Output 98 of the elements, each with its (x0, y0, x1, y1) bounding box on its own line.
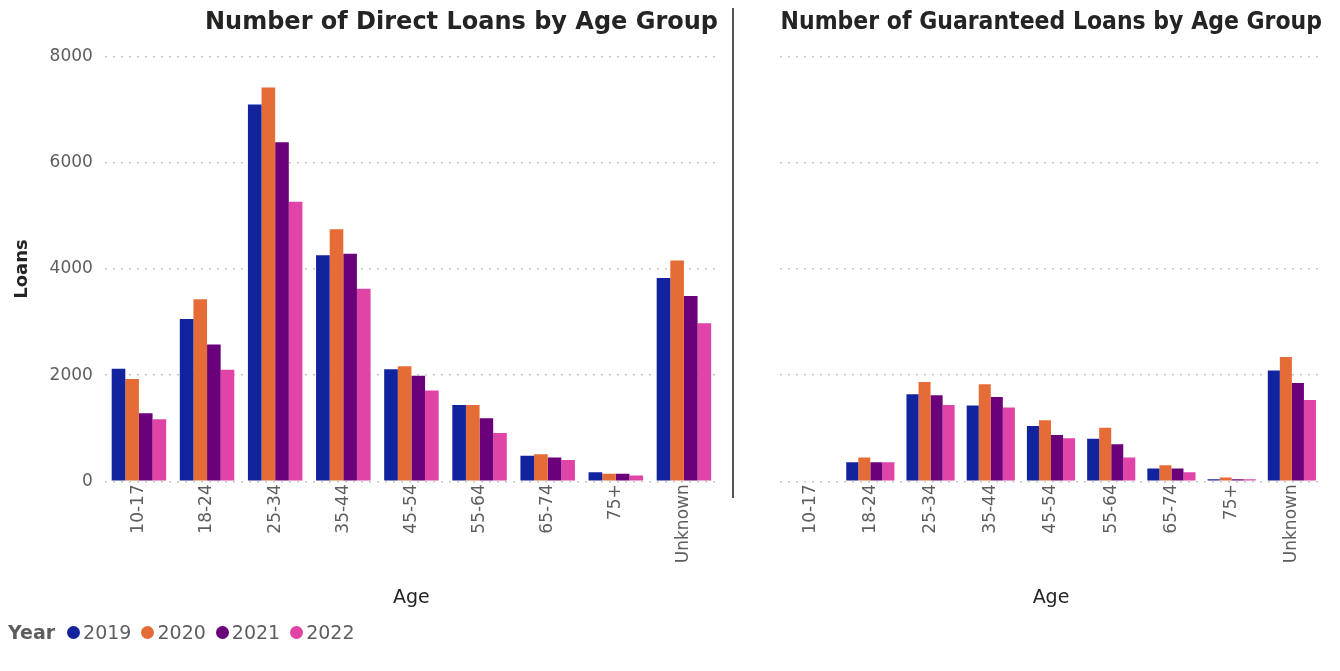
bar (1183, 472, 1196, 481)
bar (918, 382, 931, 481)
bar (207, 344, 221, 481)
bar (452, 404, 466, 481)
bar (465, 404, 480, 481)
y-tick-label: 0 (82, 469, 93, 490)
bar (138, 413, 153, 481)
bar (930, 395, 943, 481)
bar (111, 368, 126, 481)
bar (942, 404, 955, 481)
bar (411, 375, 426, 481)
bar (966, 405, 979, 481)
bar (329, 229, 344, 481)
bar (288, 201, 303, 481)
x-tick-label: 18-24 (195, 484, 216, 534)
chart-title: Number of Guaranteed Loans by Age Group (780, 6, 1322, 34)
y-tick-label: 4000 (49, 257, 93, 278)
bar (534, 454, 548, 481)
x-tick-label: 55-64 (467, 484, 488, 534)
x-tick-label: 25-34 (263, 484, 284, 534)
x-tick-label: 10-17 (798, 484, 819, 534)
x-tick-label: 65-74 (536, 484, 557, 534)
bar (479, 418, 494, 481)
x-tick-label: 35-44 (979, 484, 1000, 534)
bar (547, 457, 562, 481)
bar (1147, 468, 1160, 481)
bar (397, 366, 412, 481)
bar (316, 255, 330, 481)
x-tick-label: Unknown (1280, 484, 1301, 564)
x-tick-label: 35-44 (331, 484, 352, 534)
chart-title: Number of Direct Loans by Age Group (205, 6, 718, 35)
bar (1123, 457, 1136, 481)
legend-label: 2021 (231, 621, 281, 643)
bar (602, 473, 616, 481)
bar (520, 455, 535, 481)
y-tick-label: 6000 (49, 151, 93, 172)
bar (1267, 370, 1280, 481)
bar (1099, 427, 1112, 481)
bar (1279, 357, 1292, 481)
legend-title: Year (8, 621, 56, 643)
bar (1291, 383, 1304, 481)
bar (1111, 444, 1124, 481)
bar (247, 104, 262, 481)
bar (1087, 438, 1100, 481)
bar (1303, 400, 1316, 481)
x-tick-label: Unknown (672, 484, 693, 564)
y-axis-title: Loans (10, 239, 32, 299)
bar (179, 318, 194, 481)
y-tick-label: 2000 (49, 363, 93, 384)
bar (1219, 477, 1232, 481)
bar (656, 278, 671, 481)
x-tick-label: 18-24 (858, 484, 879, 534)
bar (882, 462, 895, 481)
bar (1063, 438, 1076, 481)
x-axis-title: Age (1032, 584, 1070, 607)
bar (1038, 420, 1051, 481)
bar (220, 369, 235, 481)
x-tick-label: 25-34 (918, 484, 939, 534)
y-tick-label: 8000 (49, 45, 93, 66)
bar (1002, 407, 1015, 481)
bar (670, 260, 684, 481)
bar (384, 369, 398, 481)
bar (425, 390, 439, 481)
bar (697, 323, 712, 481)
x-axis-title: Age (393, 584, 430, 607)
x-tick-label: 45-54 (1039, 484, 1060, 534)
bar (683, 296, 698, 481)
bar (275, 142, 289, 481)
legend-label: 2020 (157, 621, 206, 643)
bar (261, 87, 276, 481)
bar (1051, 435, 1064, 481)
bar (858, 457, 871, 481)
bar (1026, 426, 1039, 481)
bar (343, 253, 357, 481)
legend-label: 2022 (306, 621, 355, 643)
bar (906, 394, 919, 481)
bar (615, 473, 630, 481)
bar (1159, 465, 1172, 481)
x-tick-label: 75+ (604, 484, 625, 521)
bar (152, 419, 167, 481)
x-tick-label: 75+ (1220, 484, 1241, 521)
bar (846, 462, 859, 481)
bar (356, 288, 371, 481)
bar (990, 396, 1003, 481)
bar (125, 378, 139, 481)
x-tick-label: 45-54 (399, 484, 420, 534)
bar (493, 433, 507, 481)
bar (561, 460, 575, 481)
bar (193, 299, 208, 481)
bar (1171, 468, 1184, 481)
legend-label: 2019 (83, 621, 132, 643)
bar (588, 472, 603, 481)
bar (629, 475, 644, 481)
x-tick-label: 10-17 (127, 484, 148, 534)
bar (978, 384, 991, 481)
bar (870, 462, 883, 481)
x-tick-label: 65-74 (1159, 484, 1180, 534)
x-tick-label: 55-64 (1099, 484, 1120, 534)
